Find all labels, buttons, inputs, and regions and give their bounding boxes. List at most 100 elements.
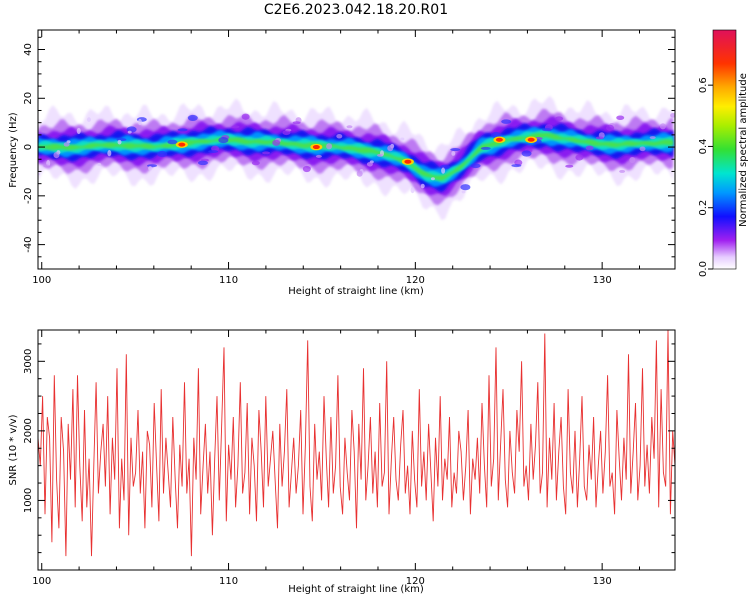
spectrogram-xtick-label: 130 [593, 275, 612, 286]
ridge-speckle [400, 137, 405, 141]
ridge-speckle [511, 164, 522, 168]
ridge-speckle [410, 187, 415, 194]
peak-core [178, 142, 186, 147]
ridge-speckle [76, 127, 81, 135]
ridge-speckle [127, 130, 132, 134]
colorbar-tick-label: 0.2 [698, 200, 709, 216]
ridge-speckle [616, 115, 625, 121]
ridge-speckle [292, 121, 301, 125]
peak-core [404, 159, 412, 164]
ridge-speckle [326, 143, 333, 150]
peak-core [495, 137, 503, 142]
ridge-speckle [117, 139, 122, 145]
ridge-speckle [157, 150, 168, 158]
ridge-speckle [441, 167, 446, 174]
ridge-speckle [450, 148, 461, 152]
ridge-speckle [461, 190, 466, 194]
ridge-speckle [491, 131, 502, 139]
spectral-ridge [38, 95, 675, 221]
ridge-speckle [356, 170, 363, 177]
spectrogram-ylabel: Frequency (Hz) [8, 112, 19, 188]
colorbar-gradient [712, 29, 737, 270]
ridge-speckle [262, 151, 271, 155]
ridge-speckle [366, 161, 373, 167]
ridge-speckle [346, 125, 353, 129]
colorbar: 0.0 0.2 0.4 0.6 Normalized spectral amplitu… [698, 29, 749, 277]
ridge-speckle [639, 146, 646, 152]
ridge-speckle [208, 149, 219, 153]
colorbar-ticks: 0.0 0.2 0.4 0.6 [698, 77, 713, 277]
ridge-speckle [606, 124, 615, 131]
spectrogram-xtick-label: 110 [219, 275, 238, 286]
ridge-speckle [670, 113, 675, 118]
ridge-speckle [470, 163, 481, 169]
ridge-speckle [377, 153, 384, 157]
ridge-speckle [167, 139, 178, 145]
snr-ytick-label: 3000 [23, 349, 34, 374]
snr-ylabel: SNR (10 * v/v) [8, 414, 19, 485]
ridge-speckle [440, 164, 451, 170]
snr-xtick-label: 110 [219, 576, 238, 587]
spectrogram-ytick-label: -40 [23, 236, 34, 252]
ridge-speckle [451, 151, 456, 156]
spectrogram-xlabel: Height of straight line (km) [288, 286, 424, 297]
snr-ytick-label: 1000 [23, 488, 34, 513]
ridge-speckle [430, 177, 435, 181]
ridge-speckle [387, 145, 394, 152]
ridge-speckle [148, 165, 153, 171]
spectrogram-ytick-label: 20 [23, 92, 34, 105]
ridge-speckle [43, 164, 50, 168]
spectrogram-ytick-label: 40 [23, 43, 34, 56]
peak-core [312, 145, 320, 150]
ridge-speckle [501, 119, 512, 124]
ridge-speckle [575, 154, 584, 161]
ridge-speckle [565, 164, 574, 168]
snr-plot-area [38, 330, 675, 570]
ridge-speckle [555, 116, 564, 121]
ridge-speckle [177, 128, 188, 132]
snr-ytick-label: 2000 [23, 418, 34, 443]
snr-ticks: 100 110 120 130 1000 2000 3000 [23, 330, 675, 587]
ridge-speckle [147, 164, 158, 168]
ridge-speckle [53, 152, 60, 159]
ridge-speckle [595, 136, 604, 140]
ridge-speckle [97, 163, 102, 167]
ridge-speckle [302, 165, 311, 173]
peak-core [527, 137, 535, 142]
ridge-speckle [116, 138, 127, 142]
snr-xtick-label: 130 [593, 576, 612, 587]
colorbar-tick-label: 0.6 [698, 77, 709, 93]
ridge-speckle [86, 117, 91, 122]
spectrogram-ticks: 100 110 120 130 -40 -20 0 20 40 [23, 30, 675, 286]
ridge-speckle [251, 160, 260, 166]
snr-xtick-label: 120 [406, 576, 425, 587]
ridge-speckle [420, 183, 425, 189]
ridge-speckle [521, 150, 532, 157]
spectrogram-panel: 100 110 120 130 -40 -20 0 20 40 Height of straig… [8, 29, 676, 297]
snr-xlabel: Height of straight line (km) [288, 584, 424, 595]
ridge-speckle [480, 146, 491, 150]
ridge-speckle [659, 123, 666, 130]
ridge-speckle [272, 139, 281, 146]
ridge-speckle [336, 133, 343, 139]
snr-series-line [38, 330, 675, 557]
ridge-speckle [107, 150, 112, 157]
ridge-speckle [187, 114, 198, 122]
ridge-speckle [649, 136, 656, 140]
colorbar-tick-label: 0.4 [698, 138, 709, 154]
snr-xtick-label: 100 [32, 576, 51, 587]
ridge-speckle [197, 160, 208, 166]
spectrogram-xtick-label: 120 [406, 275, 425, 286]
snr-frame [37, 329, 676, 571]
spectrogram-ytick-label: -20 [23, 188, 34, 204]
figure-title: C2E6.2023.042.18.20.R01 [264, 2, 448, 18]
ridge-speckle [63, 142, 70, 147]
ridge-speckle [282, 130, 291, 136]
ridge-speckle [619, 169, 626, 173]
ridge-speckle [585, 145, 594, 151]
ridge-speckle [541, 128, 552, 132]
snr-panel: 100 110 120 130 1000 2000 3000 Height of strai… [8, 329, 676, 595]
spectrogram-xtick-label: 100 [32, 275, 51, 286]
spectrogram-frame [37, 29, 676, 270]
